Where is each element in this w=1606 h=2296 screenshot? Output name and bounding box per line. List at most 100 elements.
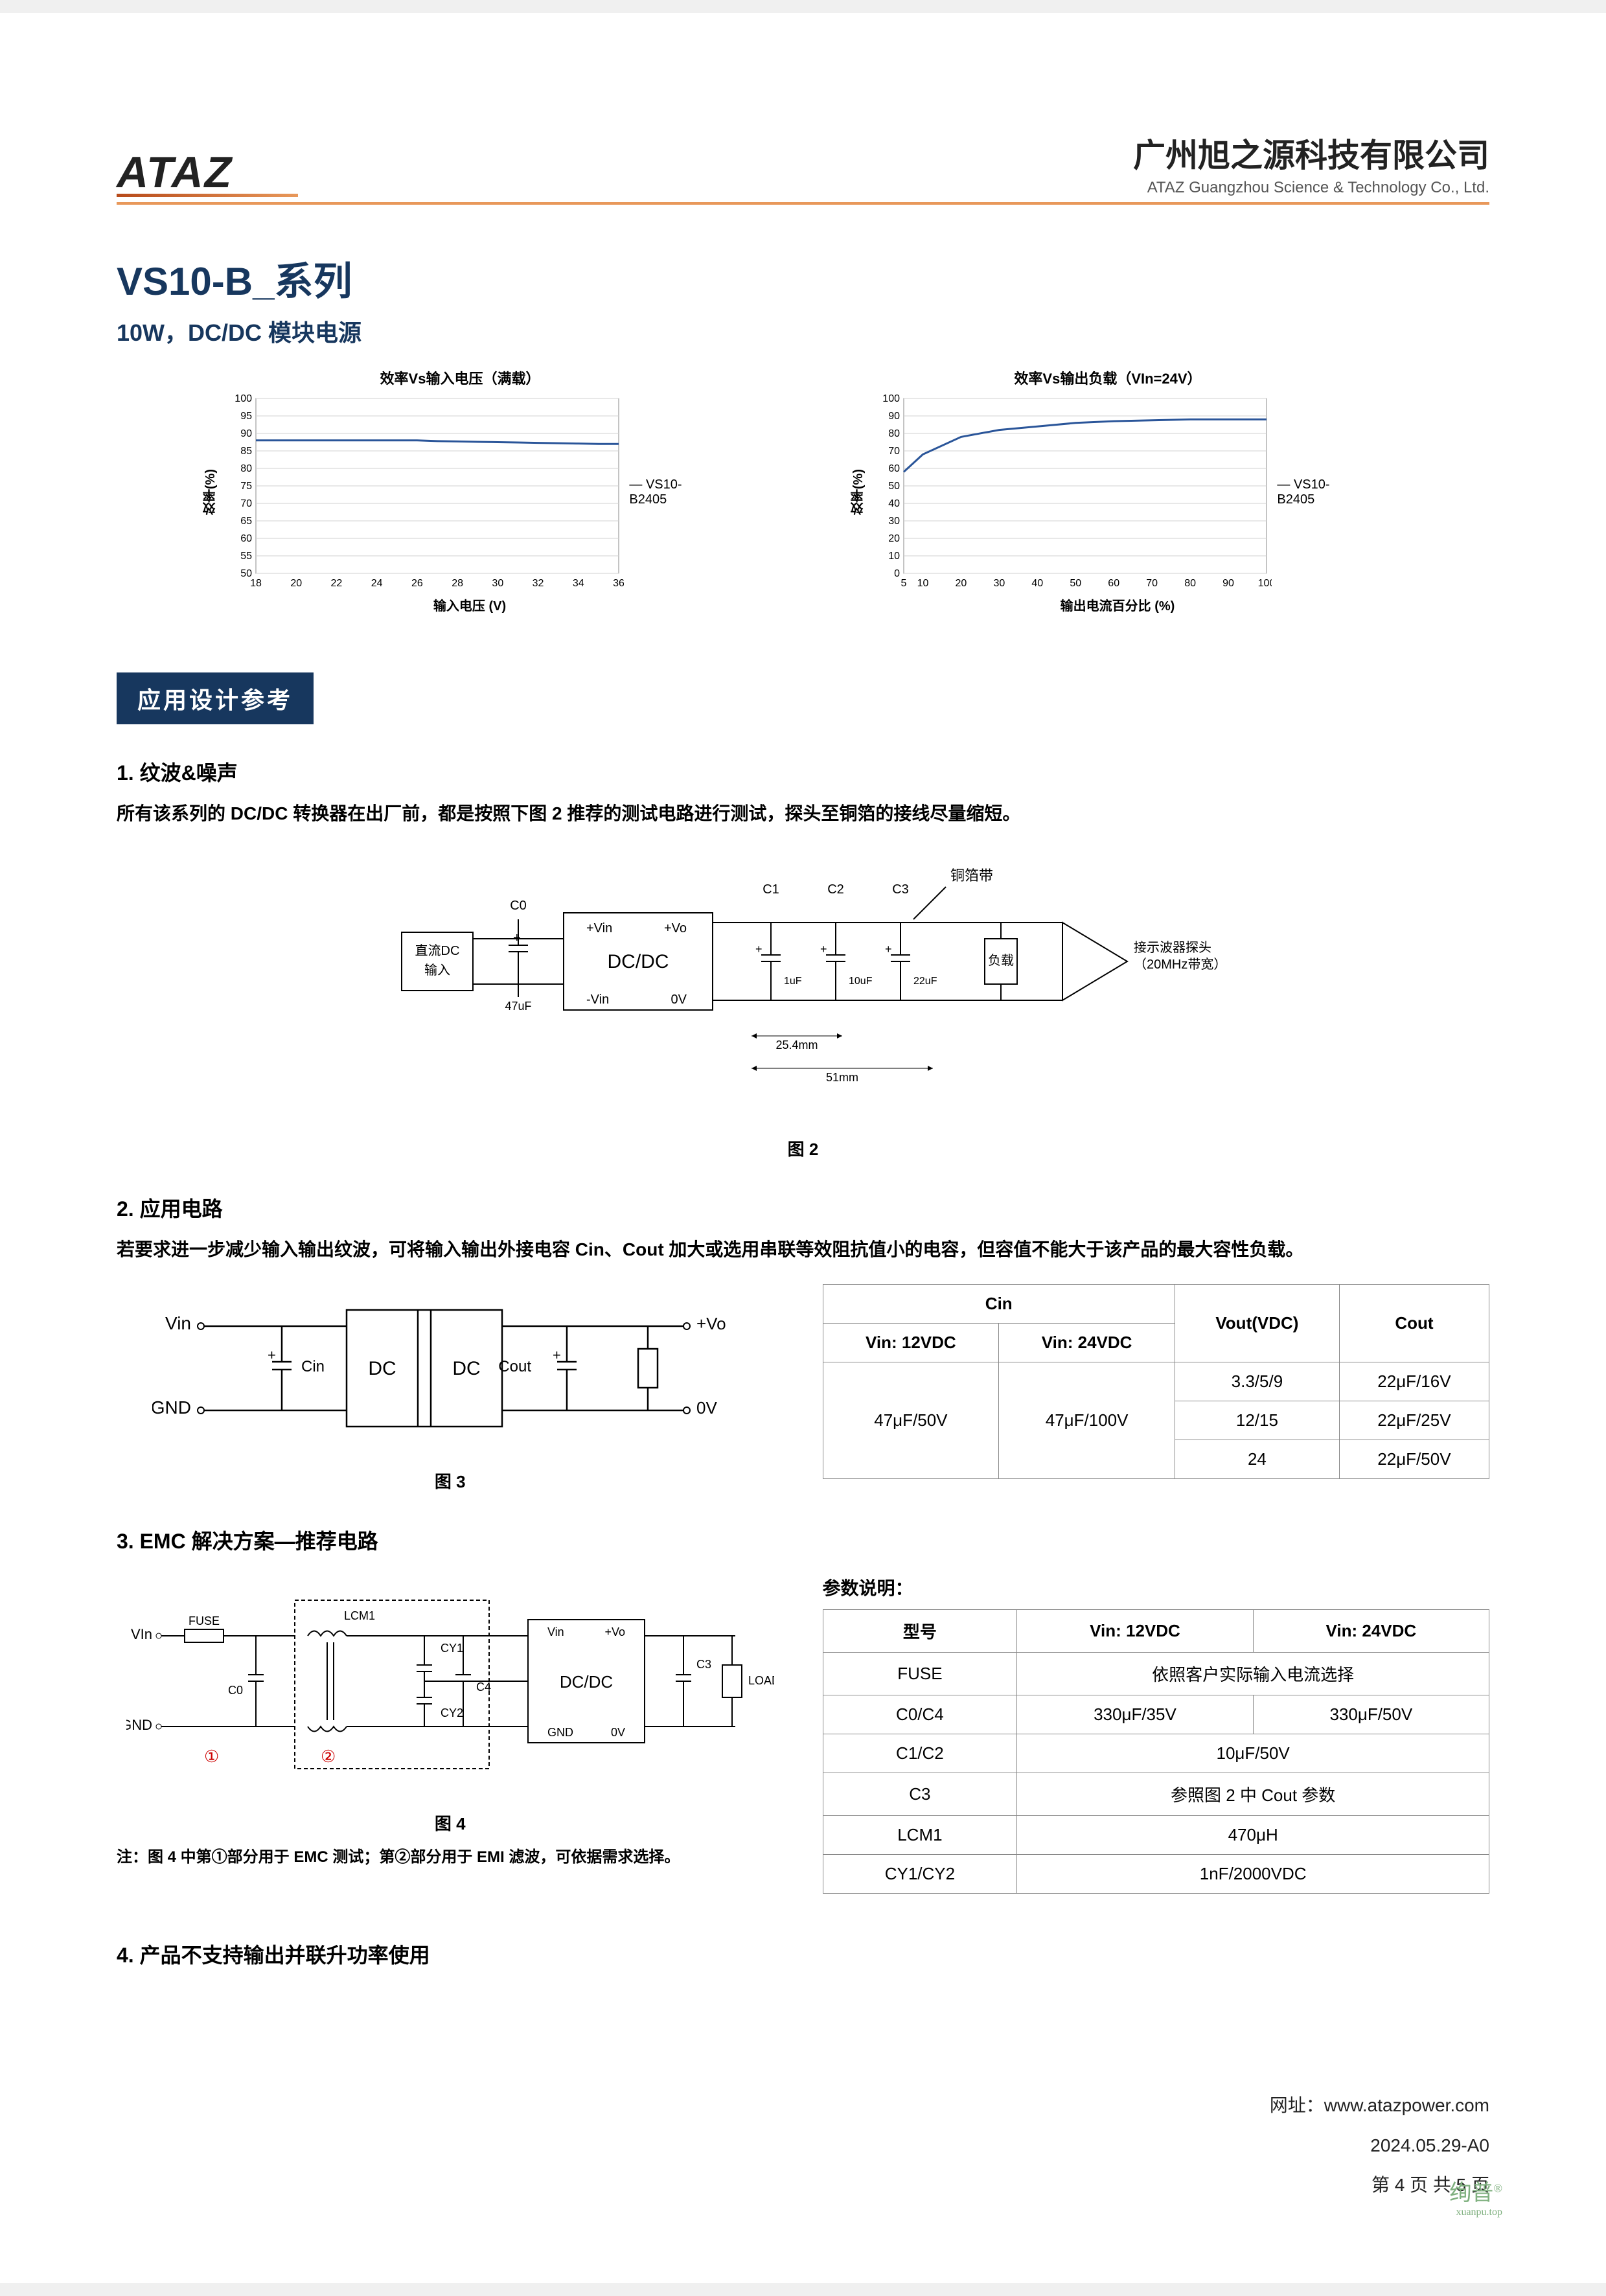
svg-text:30: 30 bbox=[888, 516, 900, 527]
chart2-svg: 0102030405060708090100510203040506070809… bbox=[871, 392, 1272, 593]
svg-text:10: 10 bbox=[917, 578, 929, 589]
footer-date: 2024.05.29-A0 bbox=[1270, 2126, 1489, 2166]
svg-text:40: 40 bbox=[888, 498, 900, 509]
svg-text:51mm: 51mm bbox=[825, 1071, 858, 1084]
svg-text:+: + bbox=[553, 1347, 561, 1363]
svg-text:铜箔带: 铜箔带 bbox=[950, 867, 992, 884]
svg-text:47uF: 47uF bbox=[505, 1000, 531, 1013]
td-r1-vout: 3.3/5/9 bbox=[1175, 1362, 1340, 1401]
logo-text: ATAZ bbox=[117, 147, 298, 198]
chart2-legend: — VS10-B2405 bbox=[1277, 477, 1367, 507]
svg-text:34: 34 bbox=[573, 578, 584, 589]
svg-text:①: ① bbox=[204, 1747, 219, 1766]
svg-text:-Vin: -Vin bbox=[586, 993, 609, 1007]
svg-text:100: 100 bbox=[1258, 578, 1272, 589]
td-fuse: FUSE bbox=[823, 1652, 1017, 1695]
svg-text:C2: C2 bbox=[827, 882, 844, 897]
svg-text:75: 75 bbox=[240, 481, 252, 492]
diagram2-wrap: 直流DC输入C0+47uFDC/DC+Vin-Vin+Vo0VC1+1uFC2+… bbox=[117, 848, 1489, 1160]
table-cin-cout: Cin Vout(VDC) Cout Vin: 12VDC Vin: 24VDC… bbox=[823, 1284, 1490, 1479]
svg-text:0V: 0V bbox=[696, 1398, 717, 1418]
svg-text:50: 50 bbox=[1070, 578, 1081, 589]
url-label: 网址： bbox=[1270, 2095, 1324, 2115]
svg-text:80: 80 bbox=[240, 463, 252, 474]
svg-text:95: 95 bbox=[240, 411, 252, 422]
svg-text:90: 90 bbox=[888, 411, 900, 422]
chart2-ylabel: 效率(%) bbox=[849, 469, 867, 515]
svg-text:30: 30 bbox=[492, 578, 503, 589]
svg-text:C1: C1 bbox=[763, 882, 779, 897]
td-r2-cout: 22μF/25V bbox=[1339, 1401, 1489, 1440]
diagram2-svg: 直流DC输入C0+47uFDC/DC+Vin-Vin+Vo0VC1+1uFC2+… bbox=[350, 848, 1257, 1120]
svg-text:DC: DC bbox=[368, 1358, 396, 1379]
svg-text:Vin: Vin bbox=[547, 1625, 564, 1638]
svg-text:85: 85 bbox=[240, 446, 252, 457]
chart1-ylabel: 效率(%) bbox=[201, 469, 220, 515]
td-c1c2: C1/C2 bbox=[823, 1734, 1017, 1773]
svg-text:60: 60 bbox=[240, 533, 252, 544]
svg-text:36: 36 bbox=[613, 578, 624, 589]
td-fuse-v: 依照客户实际输入电流选择 bbox=[1017, 1652, 1489, 1695]
svg-text:5: 5 bbox=[901, 578, 907, 589]
chart1-svg: 5055606570758085909510018202224262830323… bbox=[224, 392, 624, 593]
th-vin24: Vin: 24VDC bbox=[999, 1323, 1175, 1362]
chart1-xlabel: 输入电压 (V) bbox=[220, 595, 719, 614]
sec2-row: VinGND+CinDCDC+Cout+Vo0V 图 3 Cin Vout(VD… bbox=[117, 1284, 1489, 1493]
company-block: 广州旭之源科技有限公司 ATAZ Guangzhou Science & Tec… bbox=[1133, 130, 1489, 197]
svg-text:60: 60 bbox=[888, 463, 900, 474]
title-block: VS10-B_系列 10W，DC/DC 模块电源 bbox=[117, 250, 1489, 348]
svg-text:+Vin: +Vin bbox=[586, 921, 612, 936]
svg-text:0V: 0V bbox=[671, 993, 687, 1007]
td-cy-v: 1nF/2000VDC bbox=[1017, 1854, 1489, 1893]
svg-text:+: + bbox=[885, 943, 892, 956]
td-c0-12: 330μF/35V bbox=[1017, 1695, 1253, 1734]
td-c3: C3 bbox=[823, 1773, 1017, 1815]
svg-text:70: 70 bbox=[240, 498, 252, 509]
svg-text:+: + bbox=[755, 943, 763, 956]
sec2-text: 若要求进一步减少输入输出纹波，可将输入输出外接电容 Cin、Cout 加大或选用… bbox=[117, 1235, 1489, 1265]
td-r3-vout: 24 bbox=[1175, 1440, 1340, 1478]
chart1-legend: — VS10-B2405 bbox=[629, 477, 719, 507]
td-r3-cout: 22μF/50V bbox=[1339, 1440, 1489, 1478]
svg-text:（20MHz带宽）: （20MHz带宽） bbox=[1134, 957, 1226, 972]
param-label: 参数说明： bbox=[823, 1574, 1490, 1600]
chart2-title: 效率Vs输出负载（VIn=24V） bbox=[849, 367, 1367, 388]
svg-text:18: 18 bbox=[250, 578, 262, 589]
header: ATAZ 广州旭之源科技有限公司 ATAZ Guangzhou Science … bbox=[117, 130, 1489, 205]
svg-text:DC: DC bbox=[452, 1358, 480, 1379]
chart2-xlabel: 输出电流百分比 (%) bbox=[868, 595, 1367, 614]
td-cin12: 47μF/50V bbox=[823, 1362, 999, 1478]
diagram2-caption: 图 2 bbox=[117, 1136, 1489, 1160]
svg-text:GND: GND bbox=[126, 1717, 152, 1733]
svg-text:CY2: CY2 bbox=[441, 1706, 463, 1719]
th-vout: Vout(VDC) bbox=[1175, 1284, 1340, 1362]
td-lcm1-v: 470μH bbox=[1017, 1815, 1489, 1854]
watermark: 绚普® xuanpu.top bbox=[1449, 2175, 1502, 2218]
svg-text:0V: 0V bbox=[611, 1726, 625, 1739]
diagram4-svg: VInGNDFUSEC0LCM1CY1CY2C4DC/DCVin+VoGND0V… bbox=[126, 1574, 774, 1795]
svg-text:32: 32 bbox=[533, 578, 544, 589]
svg-text:Cin: Cin bbox=[301, 1358, 325, 1375]
sec1-text: 所有该系列的 DC/DC 转换器在出厂前，都是按照下图 2 推荐的测试电路进行测… bbox=[117, 799, 1489, 829]
svg-text:22: 22 bbox=[331, 578, 343, 589]
svg-text:接示波器探头: 接示波器探头 bbox=[1134, 940, 1211, 955]
svg-text:+Vo: +Vo bbox=[663, 921, 686, 936]
svg-text:26: 26 bbox=[411, 578, 423, 589]
url: www.atazpower.com bbox=[1324, 2095, 1489, 2115]
diagram3-svg: VinGND+CinDCDC+Cout+Vo0V bbox=[152, 1284, 748, 1452]
svg-text:80: 80 bbox=[1184, 578, 1196, 589]
td-r2-vout: 12/15 bbox=[1175, 1401, 1340, 1440]
diagram4-caption: 图 4 bbox=[117, 1811, 784, 1835]
th-cin: Cin bbox=[823, 1284, 1175, 1323]
sec4-heading: 4. 产品不支持输出并联升功率使用 bbox=[117, 1939, 1489, 1969]
td-cy: CY1/CY2 bbox=[823, 1854, 1017, 1893]
svg-text:60: 60 bbox=[1108, 578, 1119, 589]
svg-text:直流DC: 直流DC bbox=[415, 943, 459, 958]
company-name-cn: 广州旭之源科技有限公司 bbox=[1133, 130, 1489, 176]
svg-text:40: 40 bbox=[1031, 578, 1043, 589]
svg-text:DC/DC: DC/DC bbox=[560, 1672, 613, 1692]
svg-text:80: 80 bbox=[888, 428, 900, 439]
svg-text:100: 100 bbox=[235, 393, 252, 404]
section-banner: 应用设计参考 bbox=[117, 672, 314, 724]
svg-text:输入: 输入 bbox=[424, 963, 450, 978]
